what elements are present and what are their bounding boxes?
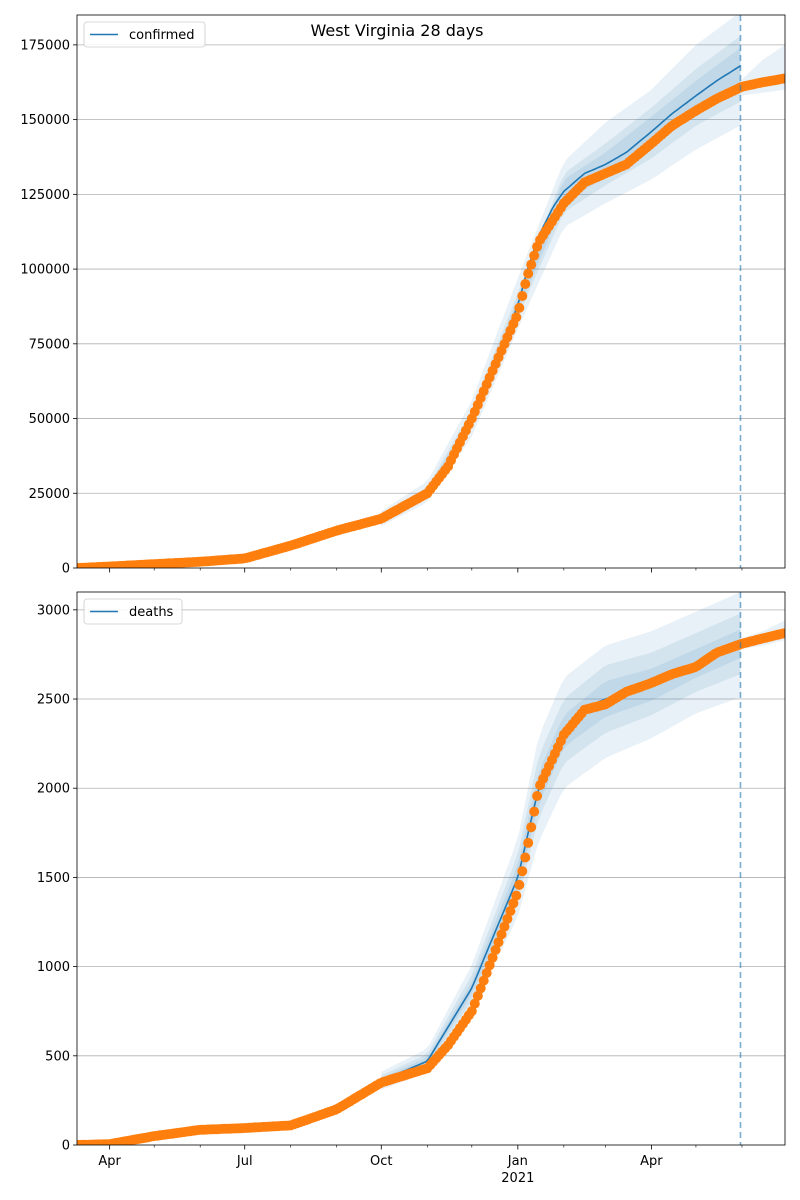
observed-point bbox=[472, 990, 483, 1001]
deaths-panel: 0 500 1000 1500 2000 2500 3000 Apr Jul Oct Jan 2021… bbox=[37, 591, 786, 1186]
observed-point bbox=[496, 929, 507, 940]
legend-label: confirmed bbox=[129, 28, 195, 43]
legend-box bbox=[83, 598, 183, 625]
observed-point bbox=[778, 628, 785, 639]
y-tick-label: 1500 bbox=[37, 871, 70, 886]
observed-point bbox=[502, 913, 513, 924]
confirmed-panel: 0 25000 50000 75000 100000 125000 150000 175000… bbox=[20, 14, 786, 577]
observed-point bbox=[481, 968, 492, 978]
observed-point bbox=[505, 906, 516, 917]
observed-point bbox=[493, 937, 504, 948]
x-tick-year-label: 2021 bbox=[501, 1171, 534, 1186]
x-tick-label: Jul bbox=[236, 1154, 253, 1169]
legend: deaths bbox=[83, 598, 183, 625]
axes-frame bbox=[76, 591, 786, 1146]
observed-point bbox=[526, 259, 537, 270]
x-tick-label: Apr bbox=[640, 1154, 663, 1169]
x-tick-label: Jan bbox=[507, 1154, 528, 1169]
y-tick-label: 175000 bbox=[20, 38, 70, 53]
legend-label: deaths bbox=[129, 605, 174, 620]
axes-frame bbox=[76, 14, 786, 569]
confidence-band bbox=[381, 47, 741, 522]
chart-title: West Virginia 28 days bbox=[310, 21, 483, 40]
observed-point bbox=[523, 268, 534, 279]
observed-point bbox=[478, 975, 489, 986]
y-tick-label: 1000 bbox=[37, 960, 70, 975]
y-tick-label: 50000 bbox=[29, 412, 70, 427]
observed-point bbox=[520, 279, 531, 289]
observed-point bbox=[508, 898, 519, 909]
legend: confirmed bbox=[83, 21, 206, 48]
observed-point bbox=[529, 806, 540, 817]
confidence-band bbox=[381, 592, 741, 1090]
x-tick-label: Apr bbox=[98, 1154, 121, 1169]
observed-point bbox=[517, 866, 528, 877]
x-tick-label: Oct bbox=[370, 1154, 392, 1169]
y-tick-label: 25000 bbox=[29, 487, 70, 502]
observed-point bbox=[517, 291, 528, 301]
observed-point bbox=[466, 1006, 477, 1017]
observed-point bbox=[475, 983, 486, 994]
y-tick-label: 125000 bbox=[20, 188, 70, 203]
observed-point bbox=[514, 302, 525, 313]
y-tick-label: 0 bbox=[62, 1139, 70, 1154]
y-tick-label: 2500 bbox=[37, 693, 70, 708]
observed-point bbox=[523, 837, 534, 848]
observed-point bbox=[469, 998, 480, 1009]
y-tick-label: 0 bbox=[62, 562, 70, 577]
observed-point bbox=[529, 250, 540, 261]
observed-point bbox=[514, 879, 525, 890]
y-tick-label: 3000 bbox=[37, 603, 70, 618]
y-tick-label: 500 bbox=[45, 1049, 70, 1064]
observed-point bbox=[511, 312, 522, 323]
y-tick-label: 75000 bbox=[29, 337, 70, 352]
observed-point bbox=[520, 852, 531, 863]
observed-point bbox=[484, 960, 495, 971]
observed-point bbox=[499, 921, 510, 932]
observed-point bbox=[487, 952, 498, 963]
legend-box bbox=[83, 21, 206, 48]
observed-point bbox=[511, 890, 522, 901]
observed-point bbox=[532, 791, 543, 801]
confidence-band bbox=[381, 613, 741, 1087]
y-tick-label: 2000 bbox=[37, 782, 70, 797]
confidence-band bbox=[381, 35, 741, 524]
y-tick-label: 150000 bbox=[20, 113, 70, 128]
observed-point bbox=[490, 944, 501, 955]
observed-point bbox=[778, 73, 785, 84]
y-tick-label: 100000 bbox=[20, 263, 70, 278]
observed-point bbox=[526, 822, 537, 833]
